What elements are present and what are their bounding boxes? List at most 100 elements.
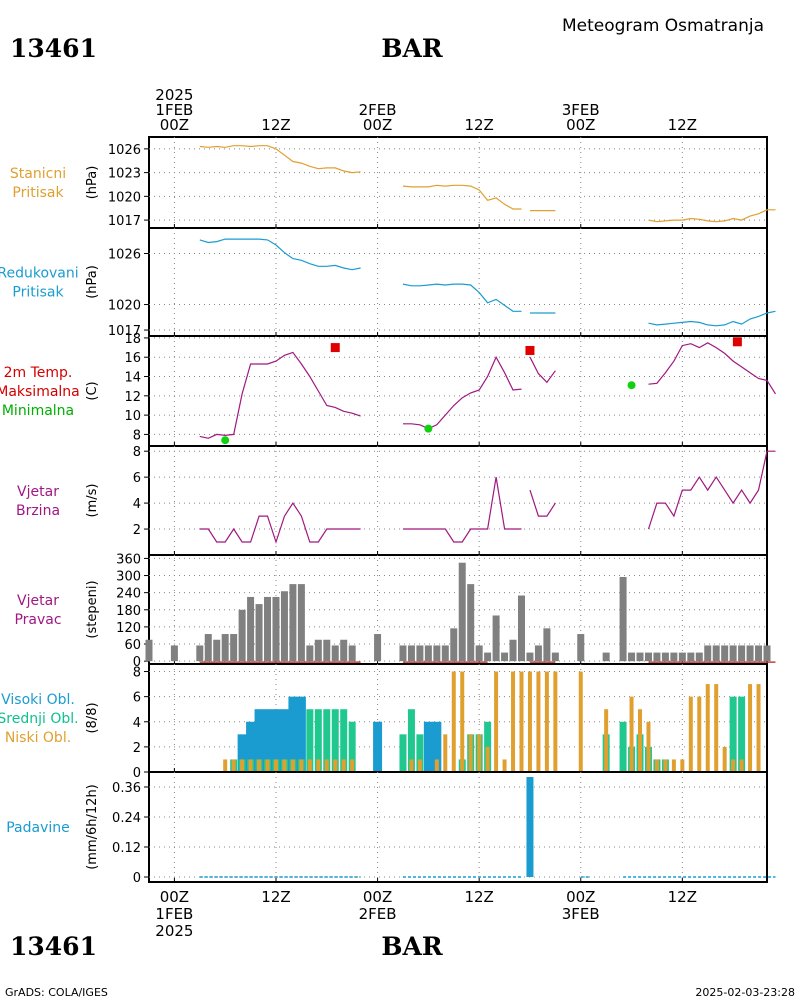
low-cloud-bar bbox=[502, 759, 507, 772]
temperature-ytick-label: 12 bbox=[124, 390, 141, 405]
wind-direction-bar bbox=[517, 595, 525, 662]
min-temp-marker bbox=[221, 436, 230, 445]
wind-direction-bar bbox=[712, 645, 720, 662]
low-cloud-bar bbox=[671, 759, 676, 772]
low-cloud-bar bbox=[443, 734, 448, 772]
wind-direction-bar bbox=[484, 652, 492, 662]
low-cloud-bar bbox=[290, 759, 295, 772]
wind-direction-bar bbox=[424, 645, 432, 662]
top-time-tick-label: 1FEB bbox=[155, 101, 193, 119]
precip-bar bbox=[526, 777, 534, 877]
low-cloud-bar bbox=[748, 684, 753, 772]
temperature-series-line bbox=[648, 342, 777, 395]
bottom-time-tick-label: 00Z bbox=[160, 888, 189, 906]
meteogram-title: Meteogram Osmatranja bbox=[562, 16, 764, 36]
cloud-cover-ytick-label: 0 bbox=[133, 766, 141, 781]
wind-direction-bar bbox=[509, 639, 517, 662]
wind-speed-series-line bbox=[403, 477, 522, 543]
low-cloud-bar bbox=[536, 671, 541, 772]
precipitation-panel: 0 0.12 0.24 0.36 (mm/6h/12h) Padavine bbox=[6, 771, 776, 886]
reduced-pressure-series-line bbox=[648, 310, 776, 327]
low-cloud-bar bbox=[578, 671, 583, 772]
wind-speed-label: Brzina bbox=[16, 503, 60, 519]
wind-direction-ylabel: (stepeni) bbox=[85, 580, 100, 638]
precipitation-ytick-label: 0.12 bbox=[112, 841, 141, 856]
precipitation-label: Padavine bbox=[6, 820, 70, 836]
mid-cloud-bar bbox=[314, 709, 322, 772]
low-cloud-bar bbox=[265, 759, 270, 772]
wind-direction-bar bbox=[695, 652, 703, 662]
low-cloud-bar bbox=[697, 696, 702, 772]
temperature-label: 2m Temp. bbox=[4, 365, 73, 381]
top-time-tick-label: 3FEB bbox=[562, 101, 600, 119]
low-cloud-bar bbox=[273, 759, 278, 772]
wind-direction-bar bbox=[348, 645, 356, 662]
wind-direction-ytick-label: 300 bbox=[116, 570, 141, 585]
wind-direction-bar bbox=[247, 596, 255, 662]
wind-direction-bar bbox=[230, 634, 238, 662]
wind-direction-bar bbox=[238, 609, 246, 662]
temperature-series-line bbox=[403, 355, 522, 430]
low-cloud-bar bbox=[451, 671, 456, 772]
max-temp-marker bbox=[525, 345, 535, 355]
low-cloud-bar bbox=[417, 759, 422, 772]
cloud-cover-label: Visoki Obl. bbox=[1, 692, 75, 708]
station-pressure-label: Pritisak bbox=[12, 185, 64, 201]
mid-cloud-bar bbox=[729, 696, 737, 772]
wind-speed-series-line bbox=[529, 489, 556, 517]
wind-direction-bar bbox=[729, 645, 737, 662]
wind-direction-bar bbox=[746, 645, 754, 662]
wind-direction-bar bbox=[619, 576, 627, 662]
wind-direction-bar bbox=[526, 652, 534, 662]
cloud-cover-label: Niski Obl. bbox=[5, 730, 71, 746]
cloud-cover-ytick-label: 2 bbox=[133, 741, 141, 756]
low-cloud-bar bbox=[324, 759, 329, 772]
wind-direction-bar bbox=[763, 645, 771, 662]
max-temp-marker bbox=[732, 337, 742, 347]
cloud-cover-ylabel: (8/8) bbox=[85, 702, 100, 733]
high-cloud-bar bbox=[279, 709, 289, 772]
temperature-label: Minimalna bbox=[2, 403, 74, 419]
low-cloud-bar bbox=[341, 759, 346, 772]
temperature-ytick-label: 14 bbox=[124, 371, 141, 386]
cloud-cover-ytick-label: 6 bbox=[133, 691, 141, 706]
wind-direction-bar bbox=[534, 645, 542, 662]
wind-direction-bar bbox=[255, 604, 263, 662]
low-cloud-bar bbox=[409, 759, 414, 772]
wind-direction-bar bbox=[492, 615, 500, 662]
wind-direction-label: Vjetar bbox=[17, 593, 59, 609]
wind-speed-ytick-label: 2 bbox=[133, 523, 141, 538]
wind-direction-bar bbox=[501, 652, 509, 662]
top-time-tick-label: 12Z bbox=[668, 116, 697, 134]
top-time-tick-label: 00Z bbox=[566, 116, 595, 134]
wind-direction-bar bbox=[213, 639, 221, 662]
wind-speed-series-line bbox=[199, 501, 361, 544]
mid-cloud-bar bbox=[407, 709, 415, 772]
low-cloud-bar bbox=[434, 759, 439, 772]
low-cloud-bar bbox=[544, 671, 549, 772]
low-cloud-bar bbox=[511, 671, 516, 772]
low-cloud-bar bbox=[485, 746, 490, 772]
low-cloud-bar bbox=[333, 759, 338, 772]
top-time-tick-label: 2025 bbox=[155, 86, 193, 104]
wind-direction-bar bbox=[475, 645, 483, 662]
temperature-ytick-label: 10 bbox=[124, 409, 141, 424]
station-pressure-series-line bbox=[402, 184, 522, 210]
low-cloud-bar bbox=[460, 671, 465, 772]
low-cloud-bar bbox=[477, 734, 482, 772]
bottom-time-tick-label: 3FEB bbox=[562, 905, 600, 923]
station-id-top: 13461 bbox=[10, 34, 97, 63]
precipitation-ytick-label: 0.36 bbox=[112, 781, 141, 796]
top-time-tick-label: 12Z bbox=[261, 116, 290, 134]
station-name-bottom: BAR bbox=[381, 932, 443, 961]
wind-direction-bar bbox=[467, 584, 475, 662]
wind-direction-bar bbox=[577, 634, 585, 662]
precipitation-frame bbox=[148, 771, 768, 883]
high-cloud-bar bbox=[423, 721, 433, 772]
wind-direction-ytick-label: 180 bbox=[116, 604, 141, 619]
wind-direction-bar bbox=[543, 628, 551, 662]
wind-direction-bar bbox=[272, 596, 280, 662]
wind-speed-ytick-label: 8 bbox=[133, 445, 141, 460]
station-pressure-ytick-label: 1020 bbox=[108, 190, 141, 205]
